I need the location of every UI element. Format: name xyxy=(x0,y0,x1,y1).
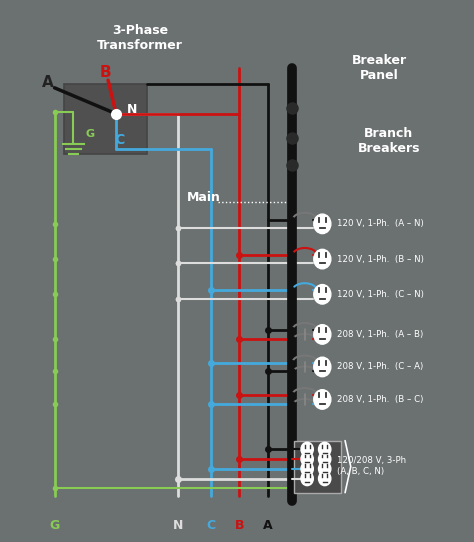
Text: 208 V, 1-Ph.  (A – B): 208 V, 1-Ph. (A – B) xyxy=(337,330,423,339)
Text: 120 V, 1-Ph.  (B – N): 120 V, 1-Ph. (B – N) xyxy=(337,255,423,263)
Circle shape xyxy=(314,357,331,377)
Text: G: G xyxy=(49,519,60,532)
Text: C: C xyxy=(206,519,216,532)
Circle shape xyxy=(319,452,331,466)
Text: B: B xyxy=(100,65,111,80)
Circle shape xyxy=(319,462,331,476)
Text: 120 V, 1-Ph.  (A – N): 120 V, 1-Ph. (A – N) xyxy=(337,220,423,228)
Circle shape xyxy=(314,249,331,269)
Circle shape xyxy=(314,285,331,304)
Bar xyxy=(294,441,341,493)
Text: 120/208 V, 3-Ph
(A, B, C, N): 120/208 V, 3-Ph (A, B, C, N) xyxy=(337,456,406,476)
Circle shape xyxy=(301,472,313,486)
Text: 3-Phase
Transformer: 3-Phase Transformer xyxy=(97,24,183,53)
Circle shape xyxy=(319,442,331,456)
Bar xyxy=(64,84,147,154)
Circle shape xyxy=(314,214,331,234)
Text: A: A xyxy=(263,519,273,532)
Text: 120 V, 1-Ph.  (C – N): 120 V, 1-Ph. (C – N) xyxy=(337,290,423,299)
Circle shape xyxy=(301,452,313,466)
Text: Breaker
Panel: Breaker Panel xyxy=(352,54,407,82)
Circle shape xyxy=(314,325,331,344)
Text: Branch
Breakers: Branch Breakers xyxy=(357,127,420,155)
Text: 208 V, 1-Ph.  (C – A): 208 V, 1-Ph. (C – A) xyxy=(337,363,423,371)
Text: Main: Main xyxy=(187,191,221,204)
Circle shape xyxy=(301,442,313,456)
Text: 208 V, 1-Ph.  (B – C): 208 V, 1-Ph. (B – C) xyxy=(337,395,423,404)
Text: G: G xyxy=(85,129,94,139)
Circle shape xyxy=(301,462,313,476)
Text: N: N xyxy=(127,103,137,116)
Circle shape xyxy=(314,390,331,409)
Text: C: C xyxy=(114,133,124,147)
Text: N: N xyxy=(173,519,183,532)
Text: A: A xyxy=(42,75,53,90)
Circle shape xyxy=(319,472,331,486)
Text: B: B xyxy=(235,519,244,532)
